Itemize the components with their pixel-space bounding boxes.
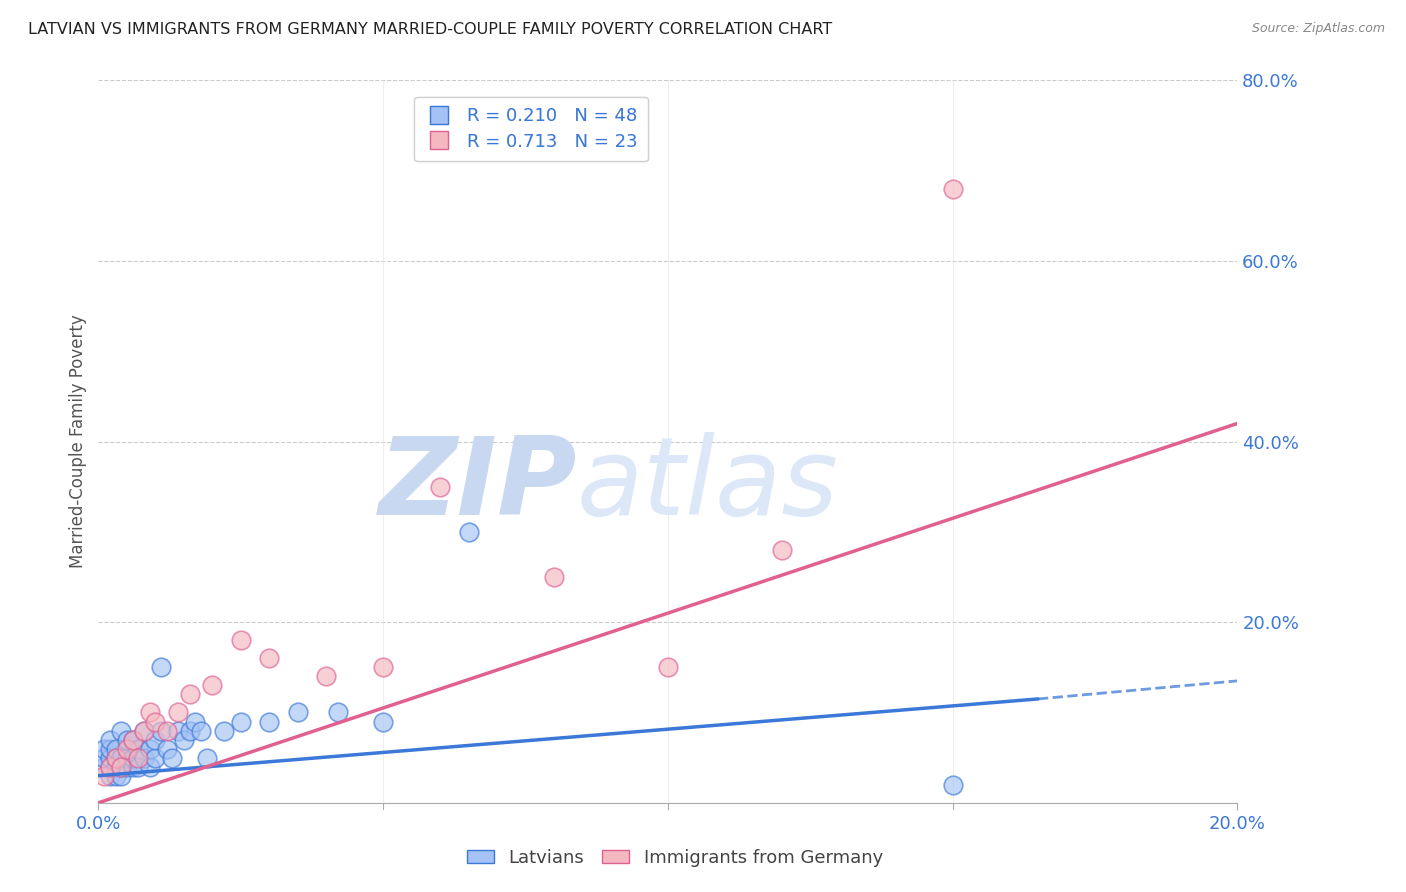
- Point: [179, 687, 201, 701]
- Point: [229, 633, 252, 648]
- Point: [132, 723, 155, 738]
- Point: [167, 723, 190, 738]
- Legend: R = 0.210   N = 48, R = 0.713   N = 23: R = 0.210 N = 48, R = 0.713 N = 23: [415, 96, 648, 161]
- Text: ZIP: ZIP: [378, 432, 576, 538]
- Point: [201, 678, 224, 692]
- Point: [104, 741, 127, 756]
- Point: [121, 750, 143, 764]
- Point: [127, 760, 149, 774]
- Text: LATVIAN VS IMMIGRANTS FROM GERMANY MARRIED-COUPLE FAMILY POVERTY CORRELATION CHA: LATVIAN VS IMMIGRANTS FROM GERMANY MARRI…: [28, 22, 832, 37]
- Point: [121, 732, 143, 747]
- Point: [110, 723, 132, 738]
- Point: [156, 723, 179, 738]
- Point: [121, 760, 143, 774]
- Point: [770, 542, 793, 557]
- Point: [104, 750, 127, 764]
- Text: Source: ZipAtlas.com: Source: ZipAtlas.com: [1251, 22, 1385, 36]
- Point: [145, 732, 167, 747]
- Point: [132, 723, 155, 738]
- Point: [104, 760, 127, 774]
- Point: [115, 750, 138, 764]
- Point: [93, 741, 115, 756]
- Point: [326, 706, 349, 720]
- Legend: Latvians, Immigrants from Germany: Latvians, Immigrants from Germany: [460, 842, 890, 874]
- Point: [93, 769, 115, 783]
- Point: [115, 760, 138, 774]
- Point: [110, 760, 132, 774]
- Point: [115, 741, 138, 756]
- Point: [121, 732, 143, 747]
- Point: [156, 741, 179, 756]
- Point: [98, 769, 121, 783]
- Point: [942, 778, 965, 792]
- Point: [98, 741, 121, 756]
- Point: [98, 760, 121, 774]
- Point: [98, 750, 121, 764]
- Point: [104, 750, 127, 764]
- Point: [167, 706, 190, 720]
- Point: [457, 524, 479, 539]
- Point: [93, 760, 115, 774]
- Point: [127, 741, 149, 756]
- Point: [657, 660, 679, 674]
- Point: [98, 732, 121, 747]
- Point: [145, 714, 167, 729]
- Point: [315, 669, 337, 683]
- Y-axis label: Married-Couple Family Poverty: Married-Couple Family Poverty: [69, 315, 87, 568]
- Point: [162, 750, 184, 764]
- Point: [150, 723, 173, 738]
- Point: [287, 706, 309, 720]
- Point: [429, 480, 451, 494]
- Point: [373, 660, 395, 674]
- Point: [259, 651, 281, 665]
- Point: [195, 750, 218, 764]
- Point: [110, 760, 132, 774]
- Point: [110, 750, 132, 764]
- Point: [184, 714, 207, 729]
- Point: [373, 714, 395, 729]
- Point: [138, 741, 160, 756]
- Text: atlas: atlas: [576, 433, 838, 537]
- Point: [104, 769, 127, 783]
- Point: [229, 714, 252, 729]
- Point: [138, 706, 160, 720]
- Point: [212, 723, 235, 738]
- Point: [543, 570, 565, 584]
- Point: [190, 723, 212, 738]
- Point: [132, 750, 155, 764]
- Point: [115, 732, 138, 747]
- Point: [259, 714, 281, 729]
- Point: [127, 750, 149, 764]
- Point: [98, 760, 121, 774]
- Point: [145, 750, 167, 764]
- Point: [150, 660, 173, 674]
- Point: [110, 769, 132, 783]
- Point: [179, 723, 201, 738]
- Point: [173, 732, 195, 747]
- Point: [942, 182, 965, 196]
- Point: [138, 760, 160, 774]
- Point: [93, 750, 115, 764]
